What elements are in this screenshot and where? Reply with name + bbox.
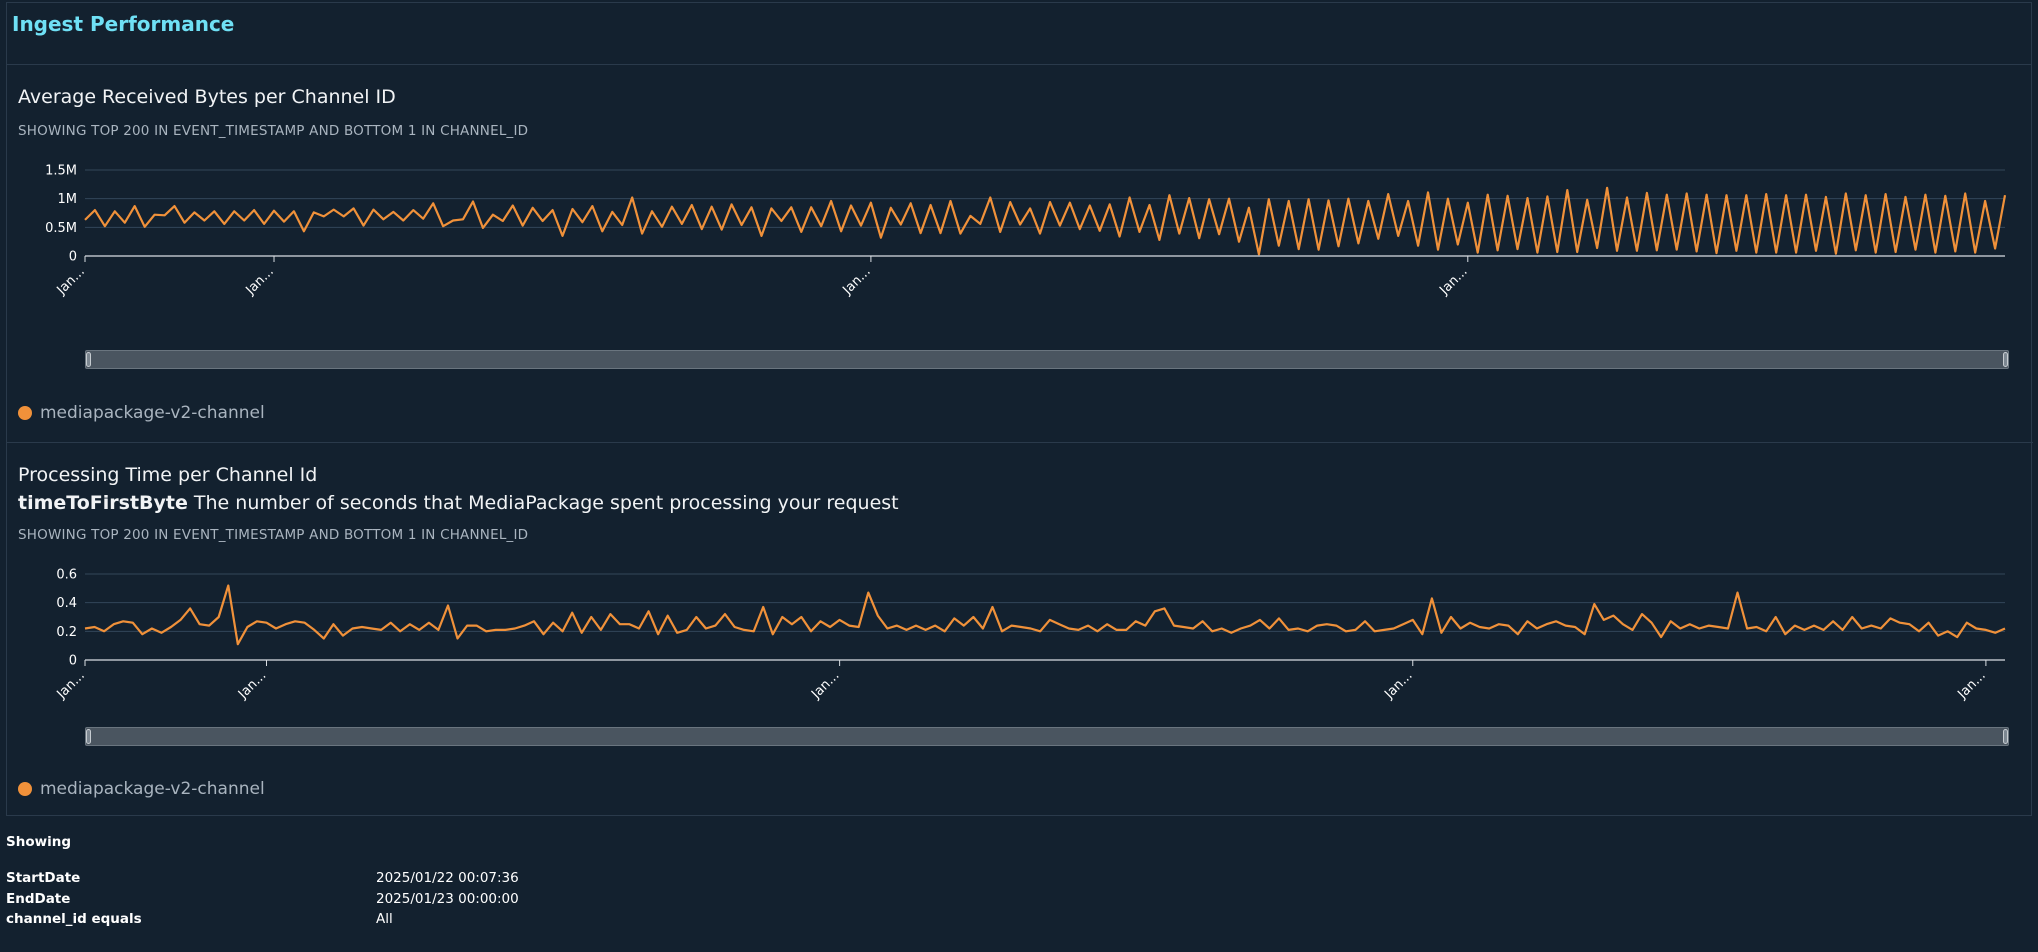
y-tick-label: 1M — [58, 192, 78, 207]
y-tick-label: 0.4 — [56, 596, 77, 611]
x-tick-label: Jan... — [1436, 264, 1470, 298]
filter-value: 2025/01/22 00:07:36 — [376, 870, 519, 886]
legend-item[interactable]: mediapackage-v2-channel — [18, 403, 265, 423]
chart-range-scrollbar[interactable] — [85, 727, 2009, 746]
x-tick-label: Jan... — [1381, 668, 1415, 702]
x-tick-label: Jan... — [243, 264, 277, 298]
series-line — [84, 186, 2007, 256]
filter-value: All — [376, 911, 393, 927]
visual-title: Average Received Bytes per Channel ID — [18, 86, 396, 108]
sheet-title: Ingest Performance — [12, 12, 235, 36]
y-tick-label: 0 — [69, 250, 77, 265]
visual-processing-time[interactable]: Processing Time per Channel Id timeToFir… — [7, 443, 2033, 817]
legend-color-dot — [18, 406, 32, 420]
legend-label: mediapackage-v2-channel — [40, 779, 265, 799]
visual-subtitle: SHOWING TOP 200 IN EVENT_TIMESTAMP AND B… — [18, 527, 529, 543]
visual-title: Processing Time per Channel Id — [18, 464, 318, 486]
visual-description: timeToFirstByte The number of seconds th… — [18, 492, 899, 514]
filter-key: EndDate — [6, 890, 71, 907]
filter-summary: Showing StartDate 2025/01/22 00:07:36 En… — [6, 834, 519, 932]
x-tick-label: Jan... — [54, 264, 88, 298]
x-tick-label: Jan... — [1954, 668, 1988, 702]
sheet: Ingest Performance Average Received Byte… — [6, 2, 2033, 817]
legend-color-dot — [18, 782, 32, 796]
scrollbar-left-handle[interactable] — [86, 729, 91, 744]
scrollbar-left-handle[interactable] — [86, 352, 91, 367]
filter-row: StartDate 2025/01/22 00:07:36 — [6, 870, 519, 891]
visual-subtitle: SHOWING TOP 200 IN EVENT_TIMESTAMP AND B… — [18, 123, 529, 139]
x-tick-label: Jan... — [235, 668, 269, 702]
metric-description: The number of seconds that MediaPackage … — [193, 492, 899, 514]
x-tick-label: Jan... — [839, 264, 873, 298]
sheet-header: Ingest Performance — [7, 3, 2031, 65]
x-tick-label: Jan... — [808, 668, 842, 702]
scrollbar-right-handle[interactable] — [2003, 729, 2008, 744]
chart-range-scrollbar[interactable] — [85, 350, 2009, 369]
filter-row: channel_id equals All — [6, 911, 393, 932]
line-chart-received-bytes[interactable]: 00.5M1M1.5MJan...Jan...Jan...Jan...Jan..… — [7, 155, 2033, 315]
filter-row: EndDate 2025/01/23 00:00:00 — [6, 890, 519, 912]
line-chart-processing-time[interactable]: 0 0.2 0.4 0.6 Jan... Jan... Jan... Jan... Jan... — [7, 559, 2033, 719]
filter-summary-heading: Showing — [6, 834, 71, 850]
y-tick-label: 0.5M — [45, 221, 77, 236]
filter-value: 2025/01/23 00:00:00 — [376, 890, 519, 907]
y-tick-label: 0 — [69, 654, 77, 669]
legend-label: mediapackage-v2-channel — [40, 403, 265, 423]
visual-avg-received-bytes[interactable]: Average Received Bytes per Channel ID SH… — [7, 65, 2033, 443]
scrollbar-right-handle[interactable] — [2003, 352, 2008, 367]
y-tick-label: 0.2 — [56, 625, 77, 640]
filter-key: StartDate — [6, 870, 81, 886]
legend-item[interactable]: mediapackage-v2-channel — [18, 779, 265, 799]
x-tick-label: Jan... — [54, 668, 88, 702]
y-tick-label: 0.6 — [56, 568, 77, 583]
metric-name: timeToFirstByte — [18, 492, 188, 514]
series-line — [84, 584, 2006, 646]
filter-key: channel_id equals — [6, 911, 142, 927]
y-tick-label: 1.5M — [45, 164, 77, 179]
